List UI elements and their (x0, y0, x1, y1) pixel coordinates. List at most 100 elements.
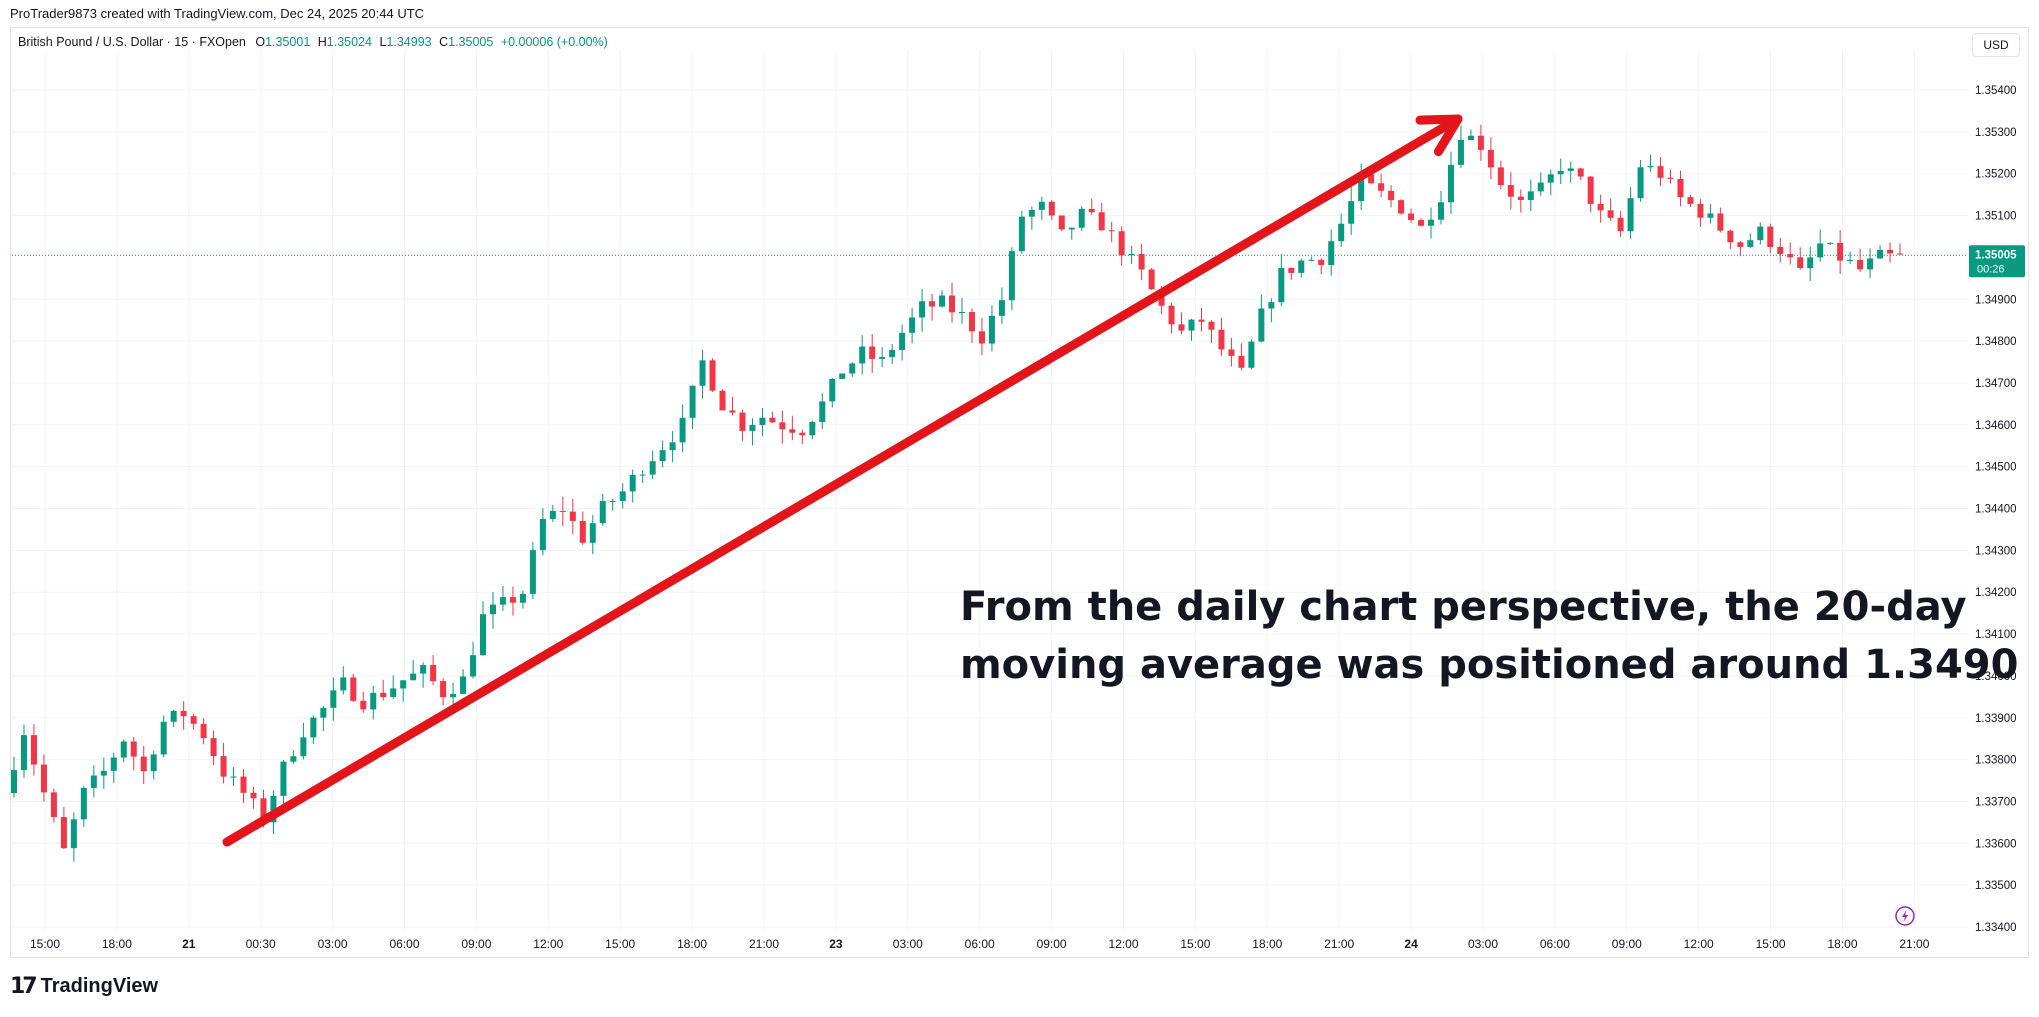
candle-up (80, 786, 87, 827)
y-tick-label: 1.34100 (1975, 629, 2017, 641)
candle-down (1378, 173, 1385, 198)
candle-down (968, 308, 975, 344)
candle-body (1238, 355, 1245, 368)
x-tick-label: 12:00 (533, 937, 563, 951)
candle-up (529, 541, 536, 600)
candle-body (869, 346, 876, 359)
candle-down (200, 718, 207, 745)
candle-body (1378, 183, 1385, 191)
candle-up (549, 504, 556, 522)
candle-up (300, 722, 307, 760)
candle-down (1497, 160, 1504, 190)
candle-up (1827, 242, 1834, 246)
candle-up (909, 308, 916, 344)
candle-body (80, 787, 87, 820)
candle-body (350, 677, 357, 701)
candle-body (719, 390, 726, 411)
x-tick-label: 21:00 (749, 937, 779, 951)
candle-body (1178, 324, 1185, 331)
candle-body (470, 655, 477, 677)
candle-down (40, 754, 47, 802)
candle-body (1717, 213, 1724, 231)
candle-body (1437, 202, 1444, 220)
candle-up (859, 335, 866, 375)
x-tick-label: 21 (182, 937, 196, 951)
candle-body (1428, 219, 1435, 226)
candle-body (1547, 174, 1554, 183)
candle-body (889, 349, 896, 357)
candle-body (1318, 259, 1325, 266)
candle-body (679, 417, 686, 443)
symbol-legend[interactable]: British Pound / U.S. Dollar · 15 · FXOpe… (18, 35, 608, 49)
candle-body (210, 738, 217, 757)
candle-up (919, 288, 926, 332)
candle-down (1587, 176, 1594, 213)
candle-up (988, 305, 995, 352)
candle-down (769, 411, 776, 424)
candle-down (1218, 317, 1225, 356)
candle-body (779, 422, 786, 430)
candle-body (1507, 185, 1514, 197)
y-tick-label: 1.34300 (1975, 545, 2017, 557)
candle-body (599, 501, 606, 524)
arrow-shaft (222, 114, 1463, 847)
candle-up (370, 685, 377, 720)
candle-body (699, 360, 706, 386)
candle-up (340, 666, 347, 695)
candle-up (1038, 196, 1045, 220)
y-tick-label: 1.34700 (1975, 378, 2017, 390)
candle-up (1428, 207, 1435, 239)
currency-button[interactable]: USD (1972, 33, 2020, 57)
candle-up (1547, 169, 1554, 196)
candle-down (559, 496, 566, 527)
candle-body (1827, 242, 1834, 244)
candle-body (1188, 319, 1195, 331)
y-tick-label: 1.33500 (1975, 880, 2017, 892)
candle-body (290, 756, 297, 762)
candle-body (460, 676, 467, 694)
tradingview-logo-text: TradingView (40, 975, 159, 997)
tradingview-logo[interactable]: 17 TradingView (10, 974, 158, 999)
candle-up (160, 715, 167, 758)
high-value: 1.35024 (326, 35, 372, 49)
candle-down (1607, 198, 1614, 221)
candle-up (400, 680, 407, 702)
candle-up (1757, 222, 1764, 245)
candle-down (1108, 221, 1115, 243)
candle-down (579, 511, 586, 545)
candle-body (390, 688, 397, 698)
candle-down (1697, 199, 1704, 228)
candle-body (549, 511, 556, 520)
candle-body (1747, 240, 1754, 247)
candle-body (1497, 167, 1504, 186)
candle-body (1577, 168, 1584, 177)
candle-body (200, 723, 207, 739)
candle-up (939, 290, 946, 308)
candle-body (1308, 259, 1315, 261)
candle-down (1787, 242, 1794, 265)
candle-body (1477, 135, 1484, 150)
candle-body (1398, 200, 1405, 214)
candle-body (1537, 182, 1544, 192)
candle-down (869, 334, 876, 373)
candle-body (1737, 242, 1744, 247)
candle-body (1467, 135, 1474, 141)
candle-body (1817, 243, 1824, 258)
candle-body (649, 461, 656, 475)
y-tick-label: 1.33600 (1975, 838, 2017, 850)
candle-up (1847, 251, 1854, 265)
x-tick-label: 03:00 (893, 937, 923, 951)
candle-body (1897, 253, 1904, 255)
candle-up (809, 420, 816, 440)
lightning-icon[interactable] (1895, 906, 1915, 926)
current-price-tag (1969, 245, 2025, 278)
candle-up (320, 705, 327, 732)
candle-body (499, 597, 506, 605)
candle-body (180, 710, 187, 717)
candle-body (1038, 201, 1045, 210)
y-tick-label: 1.34900 (1975, 294, 2017, 306)
candle-body (659, 450, 666, 462)
candle-down (509, 586, 516, 616)
candle-up (1807, 246, 1814, 282)
